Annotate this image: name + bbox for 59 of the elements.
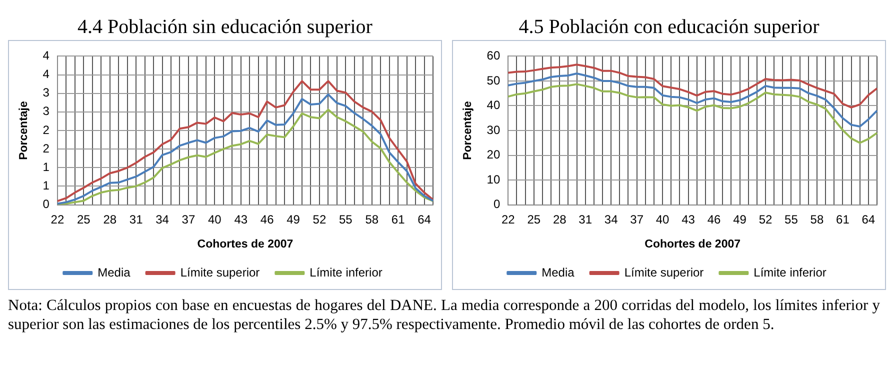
x-tick-label: 61 (836, 212, 850, 226)
y-tick-label: 1 (42, 178, 50, 193)
y-tick-label: 1 (42, 160, 50, 174)
x-tick-label: 61 (391, 212, 406, 226)
x-tick-label: 25 (76, 212, 91, 226)
y-tick-label: 2 (42, 122, 50, 137)
y-tick-label: 50 (486, 73, 500, 88)
x-axis-title: Cohortes de 2007 (644, 238, 741, 250)
x-tick-label: 46 (707, 212, 722, 226)
y-axis-title: Porcentaje (462, 101, 474, 160)
x-tick-label: 22 (50, 212, 64, 226)
y-tick-label: 4 (42, 67, 50, 82)
legend-label: Límite superior (624, 265, 704, 280)
x-tick-label: 43 (234, 212, 248, 226)
x-tick-label: 31 (129, 212, 144, 226)
x-tick-label: 31 (578, 212, 592, 226)
x-tick-label: 52 (312, 212, 326, 226)
y-tick-label: 0 (42, 197, 50, 212)
x-tick-label: 28 (552, 212, 567, 226)
chart-title: 4.5 Población con educación superior (518, 15, 820, 40)
x-tick-label: 40 (656, 212, 670, 226)
x-tick-label: 64 (418, 212, 432, 226)
x-tick-label: 58 (365, 212, 379, 226)
x-tick-label: 28 (103, 212, 117, 226)
legend-label: Límite inferior (310, 265, 382, 280)
chart-title: 4.4 Población sin educación superior (76, 15, 374, 40)
x-tick-label: 55 (338, 212, 353, 226)
legend-label: Límite superior (180, 265, 260, 280)
x-tick-label: 37 (182, 212, 196, 226)
y-tick-label: 30 (486, 122, 500, 137)
y-tick-label: 4 (42, 48, 50, 63)
x-axis-title: Cohortes de 2007 (197, 238, 294, 250)
x-tick-label: 52 (758, 212, 772, 226)
x-tick-label: 49 (286, 212, 300, 226)
y-tick-label: 40 (486, 98, 500, 112)
y-axis-title: Porcentaje (18, 101, 30, 160)
y-tick-label: 3 (42, 86, 50, 100)
y-tick-label: 2 (42, 141, 50, 156)
x-tick-label: 34 (156, 212, 170, 226)
x-tick-label: 58 (810, 212, 824, 226)
x-tick-label: 43 (682, 212, 696, 226)
y-tick-label: 3 (42, 104, 50, 118)
y-tick-label: 10 (486, 172, 500, 186)
y-tick-label: 0 (493, 197, 500, 212)
x-tick-label: 55 (784, 212, 798, 226)
y-tick-label: 20 (486, 148, 500, 162)
x-tick-label: 37 (630, 212, 644, 226)
x-tick-label: 46 (260, 212, 274, 226)
legend-label: Media (98, 265, 131, 280)
legend-label: Media (542, 265, 575, 280)
legend-label: Límite inferior (754, 265, 826, 280)
x-tick-label: 64 (862, 212, 876, 226)
x-tick-label: 49 (733, 212, 747, 226)
x-tick-label: 25 (527, 212, 541, 226)
y-tick-label: 60 (486, 48, 500, 63)
text: Nota: Cálculos propios con base en encuestas de hogares del DANE. La media corresponde a 200 corridas del modelo, los límites inferior y superior son las estimaciones de los percentiles 2.5% y 97.5% respectivamente. Promedio móvil de las cohortes de orden 5. (8, 296, 880, 334)
x-tick-label: 22 (501, 212, 516, 226)
x-tick-label: 40 (208, 212, 222, 226)
x-tick-label: 34 (604, 212, 618, 226)
